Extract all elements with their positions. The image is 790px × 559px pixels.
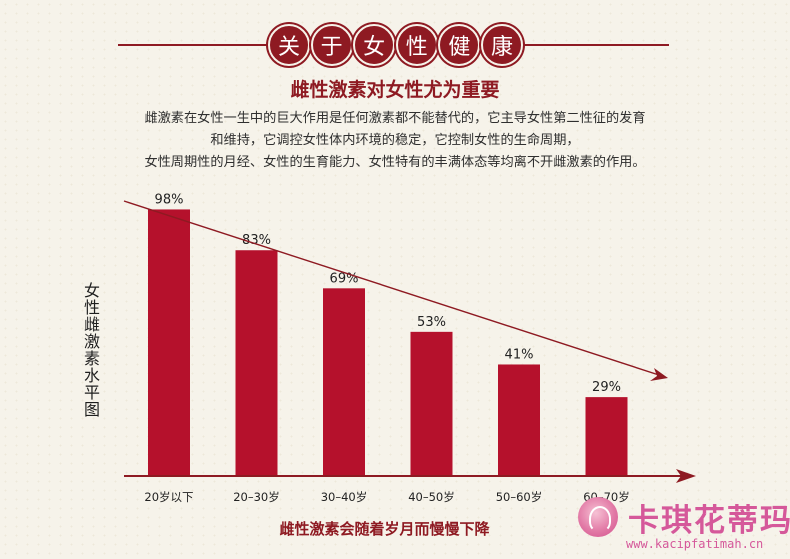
x-axis-arrow-icon xyxy=(676,469,696,483)
intro-line: 和维持，它调控女性体内环境的稳定，它控制女性的生命周期， xyxy=(210,133,580,148)
brand-url: www.kacipfatimah.cn xyxy=(626,537,764,551)
chart-data-label: 69% xyxy=(330,271,359,286)
intro-paragraph: 雌激素在女性一生中的巨大作用是任何激素都不能替代的，它主导女性第二性征的发育 和… xyxy=(70,108,720,174)
intro-line: 雌激素在女性一生中的巨大作用是任何激素都不能替代的，它主导女性第二性征的发育 xyxy=(144,111,646,126)
header-char: 女 xyxy=(353,24,396,66)
section-header: 关 于 女 性 健 康 xyxy=(268,24,523,66)
chart-bar xyxy=(323,288,365,476)
chart-bar xyxy=(585,397,628,476)
chart-bar xyxy=(235,250,278,476)
header-char: 健 xyxy=(438,24,481,66)
chart-bar xyxy=(410,331,453,476)
intro-line: 女性周期性的月经、女性的生育能力、女性特有的丰满体态等均离不开雌激素的作用。 xyxy=(144,155,646,170)
brand-logo: 卡琪花蒂玛 www.kacipfatimah.cn xyxy=(576,493,790,557)
chart-category-label: 20–30岁 xyxy=(233,490,280,504)
header-char: 关 xyxy=(268,24,310,66)
chart-bar xyxy=(498,364,540,476)
chart-category-label: 40–50岁 xyxy=(408,490,455,504)
brand-name: 卡琪花蒂玛 xyxy=(628,503,790,539)
chart-data-label: 53% xyxy=(417,315,446,330)
chart-caption: 雌性激素会随着岁月而慢慢下降 xyxy=(279,520,490,538)
chart-category-label: 30–40岁 xyxy=(321,490,368,504)
chart-data-label: 83% xyxy=(242,233,271,248)
chart-data-label: 98% xyxy=(155,192,184,207)
header-char: 于 xyxy=(310,24,353,66)
flower-logo-icon xyxy=(578,497,618,537)
header-char: 性 xyxy=(395,24,438,66)
chart-y-axis-label: 女性雌激素水平图 xyxy=(81,282,100,418)
trend-line xyxy=(123,200,663,377)
chart-category-label: 20岁以下 xyxy=(144,490,193,504)
chart-category-label: 50–60岁 xyxy=(496,490,543,504)
chart-data-label: 29% xyxy=(592,380,621,395)
header-rule-right xyxy=(523,44,669,46)
subtitle: 雌性激素对女性尤为重要 xyxy=(290,79,500,101)
chart-data-label: 41% xyxy=(505,347,534,362)
trend-arrow-icon xyxy=(650,368,668,381)
header-char: 康 xyxy=(480,24,523,66)
header-rule-left xyxy=(118,44,268,46)
chart-bar xyxy=(148,209,190,476)
